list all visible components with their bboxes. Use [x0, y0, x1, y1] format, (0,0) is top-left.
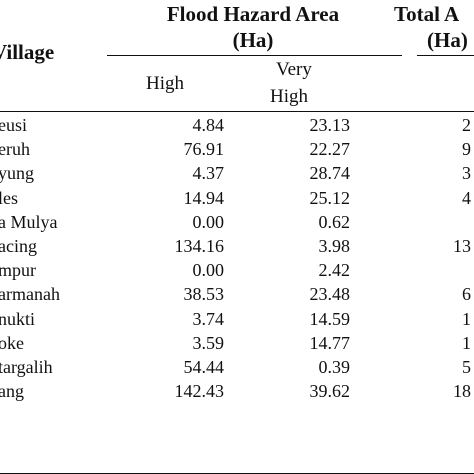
total-value-cell: 4	[462, 187, 471, 208]
total-value-cell: 1	[462, 308, 471, 329]
high-column-header: High	[146, 73, 184, 94]
total-value-cell: 18	[453, 381, 471, 402]
high-value-cell: 3.59	[192, 332, 225, 353]
very-high-value-cell: 0.39	[318, 357, 351, 377]
total-value-cell: 6	[462, 284, 471, 305]
very-high-value-cell: 0.62	[318, 211, 351, 232]
village-name-cell: mpur	[0, 260, 36, 281]
high-value-cell: 3.74	[192, 308, 225, 329]
village-name-cell: yung	[0, 163, 34, 184]
high-value-cell: 4.37	[192, 163, 225, 184]
very-high-value-cell: 39.62	[309, 381, 351, 402]
very-high-value-cell: 25.12	[309, 187, 351, 208]
group-header-rule	[107, 55, 402, 56]
high-value-cell: 4.84	[192, 115, 225, 135]
very-high-column-header-line2: High	[270, 86, 308, 107]
very-high-value-cell: 14.77	[309, 332, 351, 353]
total-value-cell: 2	[462, 115, 471, 135]
high-value-cell: 0.00	[192, 260, 225, 281]
village-name-cell: eusi	[0, 115, 27, 135]
total-value-cell: 1	[462, 332, 471, 353]
village-name-cell: targalih	[0, 357, 53, 377]
flood-hazard-title: Flood Hazard Area	[166, 2, 340, 26]
very-high-column-header-line1: Very	[276, 59, 312, 80]
total-value-cell: 9	[462, 139, 471, 160]
village-name-cell: oke	[0, 332, 24, 353]
high-value-cell: 14.94	[183, 187, 225, 208]
high-value-cell: 142.43	[174, 381, 225, 402]
high-value-cell: 0.00	[192, 211, 225, 232]
very-high-value-cell: 22.27	[309, 139, 351, 160]
village-name-cell: les	[0, 187, 18, 208]
high-value-cell: 54.44	[183, 357, 225, 377]
high-value-cell: 76.91	[183, 139, 225, 160]
very-high-value-cell: 14.59	[309, 308, 351, 329]
very-high-value-cell: 23.48	[309, 284, 351, 305]
village-name-cell: a Mulya	[0, 211, 58, 232]
village-name-cell: acing	[0, 236, 37, 256]
very-high-value-cell: 3.98	[318, 236, 351, 256]
total-header-rule	[417, 55, 474, 56]
header-bottom-rule	[0, 111, 474, 112]
total-area-title: Total A	[394, 2, 460, 26]
total-value-cell: 5	[462, 357, 471, 377]
high-value-cell: 38.53	[183, 284, 225, 305]
very-high-value-cell: 23.13	[309, 115, 351, 135]
village-name-cell: ang	[0, 381, 24, 402]
flood-hazard-unit: (Ha)	[232, 28, 274, 52]
total-value-cell: 13	[453, 236, 471, 256]
very-high-value-cell: 28.74	[309, 163, 351, 184]
very-high-value-cell: 2.42	[318, 260, 351, 281]
high-value-cell: 134.16	[174, 236, 225, 256]
village-name-cell: eruh	[0, 139, 30, 160]
total-value-cell: 3	[462, 163, 471, 184]
village-column-header: Village	[0, 40, 55, 64]
village-name-cell: armanah	[0, 284, 60, 305]
village-name-cell: nukti	[0, 308, 36, 329]
total-area-unit: (Ha)	[427, 28, 468, 52]
